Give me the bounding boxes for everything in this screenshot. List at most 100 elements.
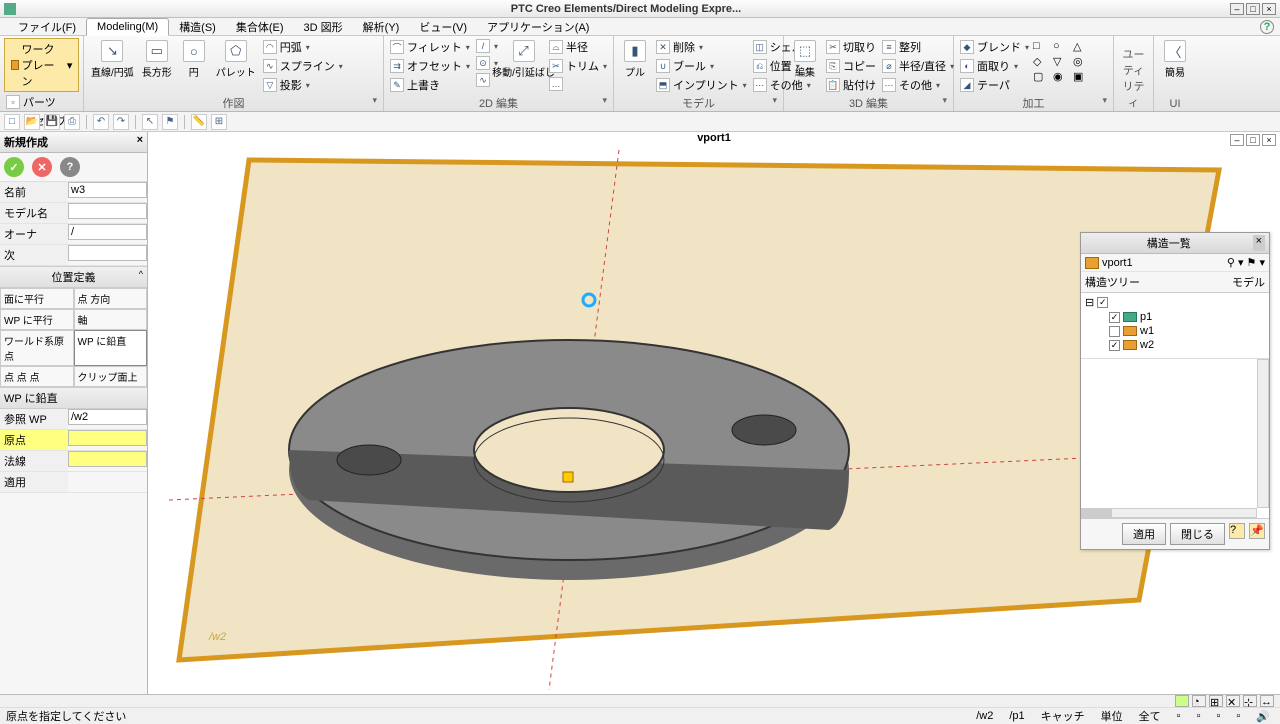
spline-button[interactable]: ∿スプライン▾ (261, 57, 345, 75)
menu-3dshape[interactable]: 3D 図形 (294, 17, 353, 37)
arc-button[interactable]: ◠円弧▾ (261, 38, 345, 56)
more-2d-button[interactable]: … (547, 76, 609, 92)
qt-print[interactable]: ⎙ (64, 114, 80, 130)
machining-tool-2[interactable]: ○ (1053, 40, 1071, 53)
menu-file[interactable]: ファイル(F) (8, 17, 86, 37)
machining-tool-4[interactable]: ◇ (1033, 55, 1051, 68)
sb-i1[interactable]: ▫ (1173, 710, 1185, 722)
clip-plane-button[interactable]: クリップ面上 (74, 366, 148, 387)
modelname-input[interactable] (68, 203, 147, 219)
machining-tool-1[interactable]: □ (1033, 40, 1051, 53)
trim-button[interactable]: ✂トリム▾ (547, 57, 609, 75)
menu-assembly[interactable]: 集合体(E) (226, 17, 294, 37)
origin-input[interactable] (68, 430, 147, 446)
menu-view[interactable]: ビュー(V) (409, 17, 477, 37)
sb-snap-icon[interactable]: ⊹ (1243, 695, 1257, 707)
qt-filter[interactable]: ⚑ (162, 114, 178, 130)
world-origin-button[interactable]: ワールド系原点 (0, 330, 74, 366)
normal-input[interactable] (68, 451, 147, 467)
viewport[interactable]: vport1 – □ × (148, 132, 1280, 694)
vp-close[interactable]: × (1262, 134, 1276, 146)
node-p1[interactable]: p1 (1140, 311, 1152, 323)
panel-pin[interactable]: 📌 (1249, 523, 1265, 539)
apply-button[interactable]: 適用 (1122, 523, 1166, 545)
help-icon[interactable]: ? (1260, 20, 1274, 34)
edit-line-button[interactable]: /▾ (474, 38, 500, 54)
move-stretch-button[interactable]: ⤢移動/引延ばし (502, 38, 545, 81)
vp-minimize[interactable]: – (1230, 134, 1244, 146)
panel-help2[interactable]: ? (1229, 523, 1245, 539)
menu-modeling[interactable]: Modeling(M) (86, 18, 169, 36)
sb-dim-icon[interactable]: ↔ (1260, 695, 1274, 707)
offset-button[interactable]: ⇉オフセット▾ (388, 57, 472, 75)
project-button[interactable]: ▽投影▾ (261, 76, 345, 94)
vp-maximize[interactable]: □ (1246, 134, 1260, 146)
qt-undo[interactable]: ↶ (93, 114, 109, 130)
paste-button[interactable]: 📋貼付け (824, 76, 878, 94)
next-input[interactable] (68, 245, 147, 261)
point-dir-button[interactable]: 点 方向 (74, 288, 148, 309)
ok-button[interactable]: ✓ (4, 157, 24, 177)
node-w2-check[interactable]: ✓ (1109, 340, 1120, 351)
workplane-button[interactable]: ワークプレーン ▾ (4, 38, 79, 92)
rectangle-button[interactable]: ▭長方形 (139, 38, 175, 81)
other-3d-button[interactable]: ⋯その他▾ (880, 76, 956, 94)
boolean-button[interactable]: ∪ブール▾ (654, 57, 749, 75)
copy-button[interactable]: ⎘コピー (824, 57, 878, 75)
minimize-button[interactable]: – (1230, 3, 1244, 15)
sb-i5[interactable]: 🔊 (1252, 710, 1274, 723)
machining-tool-6[interactable]: ◎ (1073, 55, 1091, 68)
panel-close-icon[interactable]: × (137, 134, 143, 150)
node-w1-check[interactable] (1109, 326, 1120, 337)
node-w1[interactable]: w1 (1140, 325, 1154, 337)
status-catch[interactable]: キャッチ (1037, 708, 1089, 724)
taper-button[interactable]: ◢テーパ (958, 76, 1031, 94)
qt-save[interactable]: 💾 (44, 114, 60, 130)
qt-new[interactable]: □ (4, 114, 20, 130)
fillet-button[interactable]: ⌒フィレット▾ (388, 38, 472, 56)
axis-button[interactable]: 軸 (74, 309, 148, 330)
parallel-face-button[interactable]: 面に平行 (0, 288, 74, 309)
machining-tool-7[interactable]: ▢ (1033, 70, 1051, 83)
parallel-wp-button[interactable]: WP に平行 (0, 309, 74, 330)
menu-application[interactable]: アプリケーション(A) (477, 17, 599, 37)
blend-button[interactable]: ◆ブレンド▾ (958, 38, 1031, 56)
sb-i3[interactable]: ▫ (1212, 710, 1224, 722)
maximize-button[interactable]: □ (1246, 3, 1260, 15)
sb-view-icon[interactable]: ◔ (1192, 695, 1206, 707)
structure-tree[interactable]: ⊟✓ ✓p1 w1 ✓w2 (1081, 293, 1269, 358)
cut-button[interactable]: ✂切取り (824, 38, 878, 56)
simple-ui-button[interactable]: 〈簡易 (1158, 38, 1192, 81)
radius-button[interactable]: ⌓半径 (547, 38, 609, 56)
machining-tool-8[interactable]: ◉ (1053, 70, 1071, 83)
imprint-button[interactable]: ⬒インプリント▾ (654, 76, 749, 94)
qt-select[interactable]: ↖ (142, 114, 158, 130)
diameter-button[interactable]: ⌀半径/直径▾ (880, 57, 956, 75)
tree-header-model[interactable]: モデル (1232, 274, 1265, 290)
qt-tree[interactable]: ⊞ (211, 114, 227, 130)
edit3d-button[interactable]: ⬚編集 (788, 38, 822, 81)
machining-tool-3[interactable]: △ (1073, 40, 1091, 53)
pull-button[interactable]: ▮プル (618, 38, 652, 81)
status-part[interactable]: /p1 (1005, 710, 1028, 722)
status-all[interactable]: 全て (1135, 708, 1165, 724)
machining-tool-9[interactable]: ▣ (1073, 70, 1091, 83)
close-button[interactable]: × (1262, 3, 1276, 15)
menu-analysis[interactable]: 解析(Y) (353, 17, 410, 37)
status-wp[interactable]: /w2 (972, 710, 997, 722)
panel-help-button[interactable]: ? (60, 157, 80, 177)
delete-button[interactable]: ✕削除▾ (654, 38, 749, 56)
three-points-button[interactable]: 点 点 点 (0, 366, 74, 387)
sb-axis-icon[interactable]: ✕ (1226, 695, 1240, 707)
chamfer-button[interactable]: ◐面取り▾ (958, 57, 1031, 75)
node-w2[interactable]: w2 (1140, 339, 1154, 351)
palette-button[interactable]: ⬠パレット (213, 38, 259, 81)
perp-wp-button[interactable]: WP に鉛直 (74, 330, 148, 366)
owner-input[interactable] (68, 224, 147, 240)
sb-i4[interactable]: ▫ (1232, 710, 1244, 722)
close-panel-button[interactable]: 閉じる (1170, 523, 1225, 545)
sb-i2[interactable]: ▫ (1193, 710, 1205, 722)
qt-measure[interactable]: 📏 (191, 114, 207, 130)
apply-label[interactable]: 適用 (0, 472, 68, 492)
ref-wp-input[interactable] (68, 409, 147, 425)
